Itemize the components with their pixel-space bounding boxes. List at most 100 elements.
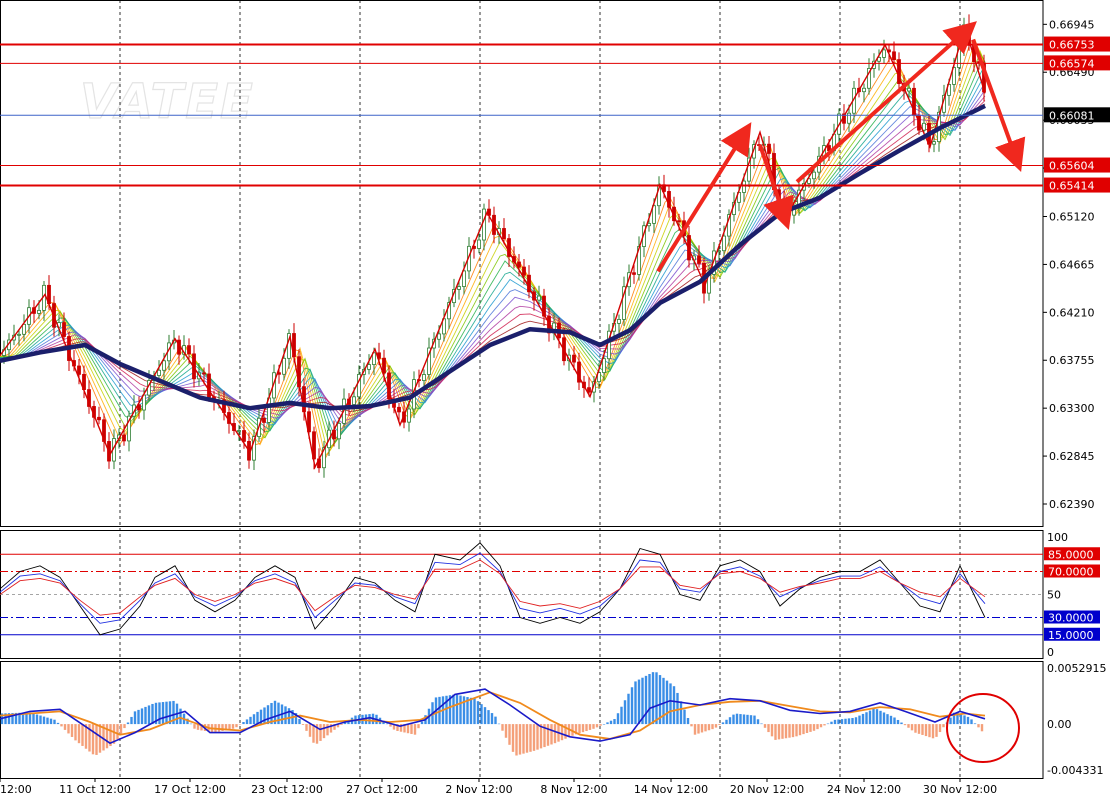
macd-histogram-bar [35, 714, 39, 725]
macd-histogram-bar [515, 724, 518, 756]
candle-body [767, 143, 771, 154]
macd-histogram-bar [672, 686, 676, 725]
macd-histogram-bar [74, 724, 77, 741]
macd-histogram-bar [819, 724, 823, 728]
macd-histogram-bar [11, 713, 14, 725]
macd-histogram-bar [616, 713, 620, 725]
macd-histogram-bar [511, 724, 515, 752]
stochastic-tick-label: 0 [1047, 646, 1054, 659]
macd-histogram-bar [844, 718, 847, 725]
macd-histogram-bar [364, 714, 368, 725]
macd-histogram-bar [725, 719, 728, 725]
x-tick-label: 24 Nov 12:00 [827, 783, 901, 796]
macd-histogram-bar [781, 724, 784, 739]
macd-histogram-bar [564, 724, 567, 739]
candle-body [597, 372, 601, 383]
macd-histogram-bar [690, 724, 693, 727]
macd-histogram-bar [980, 724, 984, 732]
candle-body [97, 416, 101, 421]
x-tick-label: 8 Nov 12:00 [540, 783, 607, 796]
macd-histogram-bar [676, 692, 679, 725]
macd-histogram-bar [774, 724, 777, 740]
candle-body [477, 239, 481, 249]
macd-histogram-bar [924, 724, 928, 737]
macd-histogram-bar [326, 724, 329, 736]
macd-histogram-bar [49, 718, 53, 725]
macd-histogram-bar [973, 723, 977, 725]
candle-body [922, 122, 926, 131]
macd-histogram-bar [802, 724, 805, 735]
macd-histogram-bar [483, 707, 487, 725]
macd-histogram-bar [742, 714, 746, 725]
x-tick-label: 27 Oct 12:00 [346, 783, 418, 796]
price-tick-label: 0.64665 [1049, 258, 1095, 271]
macd-histogram-bar [459, 695, 462, 725]
price-level-label: 0.66081 [1049, 109, 1095, 122]
macd-histogram-bar [469, 697, 473, 725]
macd-histogram-bar [200, 724, 203, 731]
macd-histogram-bar [263, 707, 266, 725]
candle-body [587, 387, 591, 393]
macd-histogram-bar [420, 721, 424, 725]
macd-histogram-bar [588, 724, 592, 730]
macd-histogram-bar [256, 711, 259, 725]
macd-histogram-bar [301, 724, 305, 725]
x-tick-label: 12:00 [0, 783, 32, 796]
price-level-tag [1044, 177, 1110, 193]
macd-histogram-bar [88, 724, 91, 752]
macd-histogram-bar [336, 724, 340, 728]
macd-histogram-bar [707, 724, 711, 731]
macd-histogram-bar [504, 724, 508, 738]
stochastic-level-label: 15.0000 [1048, 629, 1094, 642]
stochastic-level-label: 70.0000 [1048, 566, 1094, 579]
candle-body [142, 394, 146, 411]
ribbon-ma-line [0, 61, 986, 443]
macd-histogram-bar [196, 724, 200, 730]
price-level-label: 0.65604 [1049, 160, 1095, 173]
macd-histogram-bar [749, 715, 753, 725]
macd-histogram-bar [952, 712, 956, 725]
macd-histogram-bar [763, 724, 767, 728]
macd-histogram-bar [151, 703, 154, 725]
stochastic-tick-label: 100 [1047, 531, 1068, 544]
candle-body [62, 322, 66, 337]
candle-body [127, 415, 131, 442]
macd-histogram-bar [910, 724, 914, 731]
macd-histogram-bar [413, 724, 417, 735]
macd-histogram-bar [333, 724, 336, 730]
macd-histogram-bar [938, 724, 942, 733]
macd-histogram-bar [543, 724, 546, 748]
macd-histogram-bar [406, 724, 410, 734]
candle-body [862, 87, 866, 93]
candle-body [677, 220, 681, 223]
candle-body [37, 309, 41, 314]
candle-body [307, 411, 311, 433]
macd-histogram-bar [46, 717, 49, 725]
candle-body [462, 270, 466, 287]
macd-histogram-bar [966, 716, 970, 725]
candle-body [647, 222, 651, 227]
macd-histogram-bar [130, 716, 133, 725]
macd-histogram-bar [536, 724, 539, 750]
macd-histogram-bar [165, 701, 168, 725]
macd-histogram-bar [599, 724, 602, 726]
macd-histogram-bar [273, 700, 277, 725]
macd-histogram-bar [623, 700, 627, 725]
macd-histogram-bar [826, 723, 830, 725]
candle-body [907, 87, 911, 92]
macd-histogram-bar [644, 675, 648, 725]
macd-histogram-bar [305, 724, 308, 731]
macd-histogram-bar [658, 675, 662, 725]
candle-body [867, 68, 871, 89]
macd-histogram-bar [340, 724, 343, 725]
macd-histogram-bar [560, 724, 564, 741]
macd-histogram-bar [294, 713, 298, 725]
macd-main-line [0, 688, 986, 745]
macd-histogram-bar [42, 716, 46, 725]
macd-histogram-bar [896, 719, 900, 725]
macd-histogram-bar [893, 717, 896, 725]
x-tick-label: 14 Nov 12:00 [634, 783, 708, 796]
macd-histogram-bar [914, 724, 917, 733]
macd-histogram-bar [494, 716, 497, 725]
macd-histogram-bar [581, 724, 585, 733]
